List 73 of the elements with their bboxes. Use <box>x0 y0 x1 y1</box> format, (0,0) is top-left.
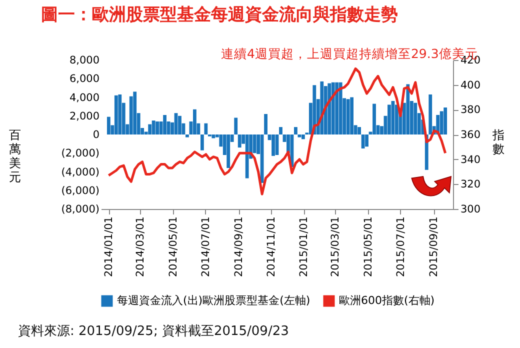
x-tick-label: 2015/07/01 <box>394 216 407 278</box>
bar <box>331 82 335 134</box>
y-tick-label: (8,000) <box>61 204 100 216</box>
bar <box>406 84 410 134</box>
bar <box>335 82 339 134</box>
x-tick-label: 2014/11/01 <box>266 216 278 278</box>
x-tick-label: 2015/05/01 <box>362 216 374 278</box>
bar <box>186 134 189 138</box>
bar <box>338 82 342 134</box>
bar <box>440 111 444 134</box>
bar <box>234 118 238 134</box>
bar <box>118 94 122 134</box>
y-tick-label: (6,000) <box>61 184 100 197</box>
bar <box>358 127 361 134</box>
chart-title: 圖一：歐洲股票型基金每週資金流向與指數走勢 <box>41 5 398 25</box>
x-tick-label: 2014/07/01 <box>200 216 212 278</box>
y2-tick-label: 380 <box>460 104 481 116</box>
bar <box>372 104 376 134</box>
bar <box>346 99 350 134</box>
bar <box>148 124 152 134</box>
y-tick-label: (4,000) <box>61 166 100 178</box>
x-tick-label: 2014/01/01 <box>103 216 116 278</box>
x-tick-label: 2015/09/01 <box>428 216 440 278</box>
legend-label: 每週資金流入(出)歐洲股票型基金(左軸) <box>117 294 310 307</box>
bar <box>114 95 118 134</box>
y-tick-label: 8,000 <box>69 54 100 66</box>
bar <box>152 120 156 134</box>
bar <box>133 92 137 134</box>
y2-tick-label: 320 <box>460 178 481 191</box>
y2-axis-title: 指數 <box>492 128 505 156</box>
y-tick-label: 0 <box>92 129 100 141</box>
y2-tick-label: 300 <box>460 204 481 216</box>
source-note: 資料來源: 2015/09/25; 資料截至2015/09/23 <box>18 323 289 340</box>
bar <box>414 102 418 134</box>
bar <box>428 94 432 134</box>
bar <box>298 134 302 138</box>
line-series <box>107 67 447 196</box>
y2-tick-label: 400 <box>460 79 481 92</box>
bar <box>272 134 275 156</box>
bar <box>204 123 208 134</box>
bar <box>178 116 182 134</box>
bar <box>301 134 305 140</box>
y-axis-title: 百萬美元 <box>9 128 22 184</box>
x-tick-label: 2014/03/01 <box>134 216 147 278</box>
legend-label: 歐洲600指數(右軸) <box>339 294 435 307</box>
y2-tick-label: 360 <box>460 129 481 141</box>
x-tick-label: 2015/01/01 <box>298 216 310 278</box>
y-tick-label: 6,000 <box>69 73 100 86</box>
bar <box>395 104 398 134</box>
bar <box>328 83 332 134</box>
y-tick-label: (2,000) <box>61 148 100 160</box>
y2-tick-label: 340 <box>460 154 481 166</box>
x-tick-label: 2015/03/01 <box>330 216 342 278</box>
bar <box>226 134 230 168</box>
bar <box>163 114 166 134</box>
bar <box>156 121 159 134</box>
bar <box>238 134 242 148</box>
bar <box>193 109 196 134</box>
bar <box>245 134 249 178</box>
bar <box>279 127 282 134</box>
bar <box>106 116 110 134</box>
x-tick-label: 2014/09/01 <box>233 216 246 278</box>
bar <box>212 134 216 138</box>
x-tick-label: 2014/05/01 <box>167 216 180 278</box>
bar <box>200 134 204 150</box>
bar <box>264 114 268 134</box>
bar <box>444 107 448 134</box>
bar <box>294 127 298 134</box>
bar <box>365 134 368 147</box>
bar <box>350 97 354 134</box>
y-tick-label: 4,000 <box>69 92 100 104</box>
bar <box>388 104 391 134</box>
y-tick-label: 2,000 <box>69 110 100 122</box>
